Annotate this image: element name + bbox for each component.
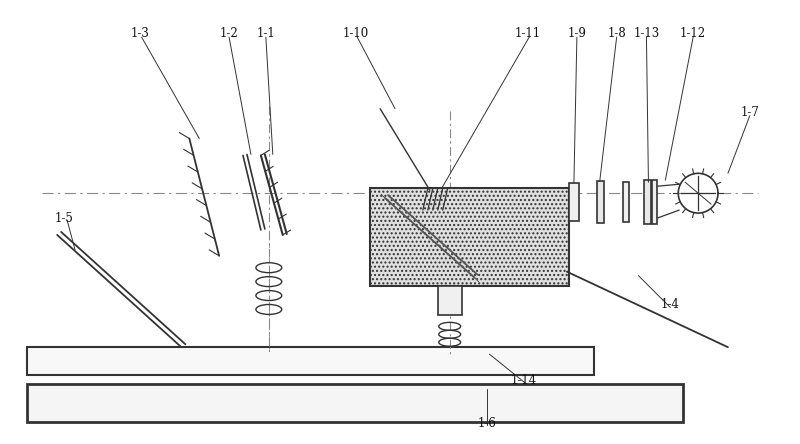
Bar [653,180,658,224]
Bar [27,384,683,422]
Text: 1-6: 1-6 [478,417,497,430]
Text: 1-1: 1-1 [257,27,275,40]
Text: 1-3: 1-3 [130,27,149,40]
Bar [597,181,604,223]
Text: 1-2: 1-2 [220,27,238,40]
Text: 1-12: 1-12 [680,27,706,40]
Text: 1-7: 1-7 [740,106,759,119]
Bar [438,285,462,315]
Text: 1-14: 1-14 [511,374,538,388]
Bar [622,182,629,222]
Bar [569,183,579,221]
Text: 1-10: 1-10 [342,27,369,40]
Text: 1-9: 1-9 [567,27,586,40]
Text: 1-8: 1-8 [607,27,626,40]
Bar [645,180,651,224]
Text: 1-5: 1-5 [54,211,74,225]
Text: 1-11: 1-11 [514,27,540,40]
Text: 1-4: 1-4 [661,298,680,311]
Bar [370,188,569,285]
Text: 1-13: 1-13 [634,27,659,40]
Bar [27,347,594,375]
